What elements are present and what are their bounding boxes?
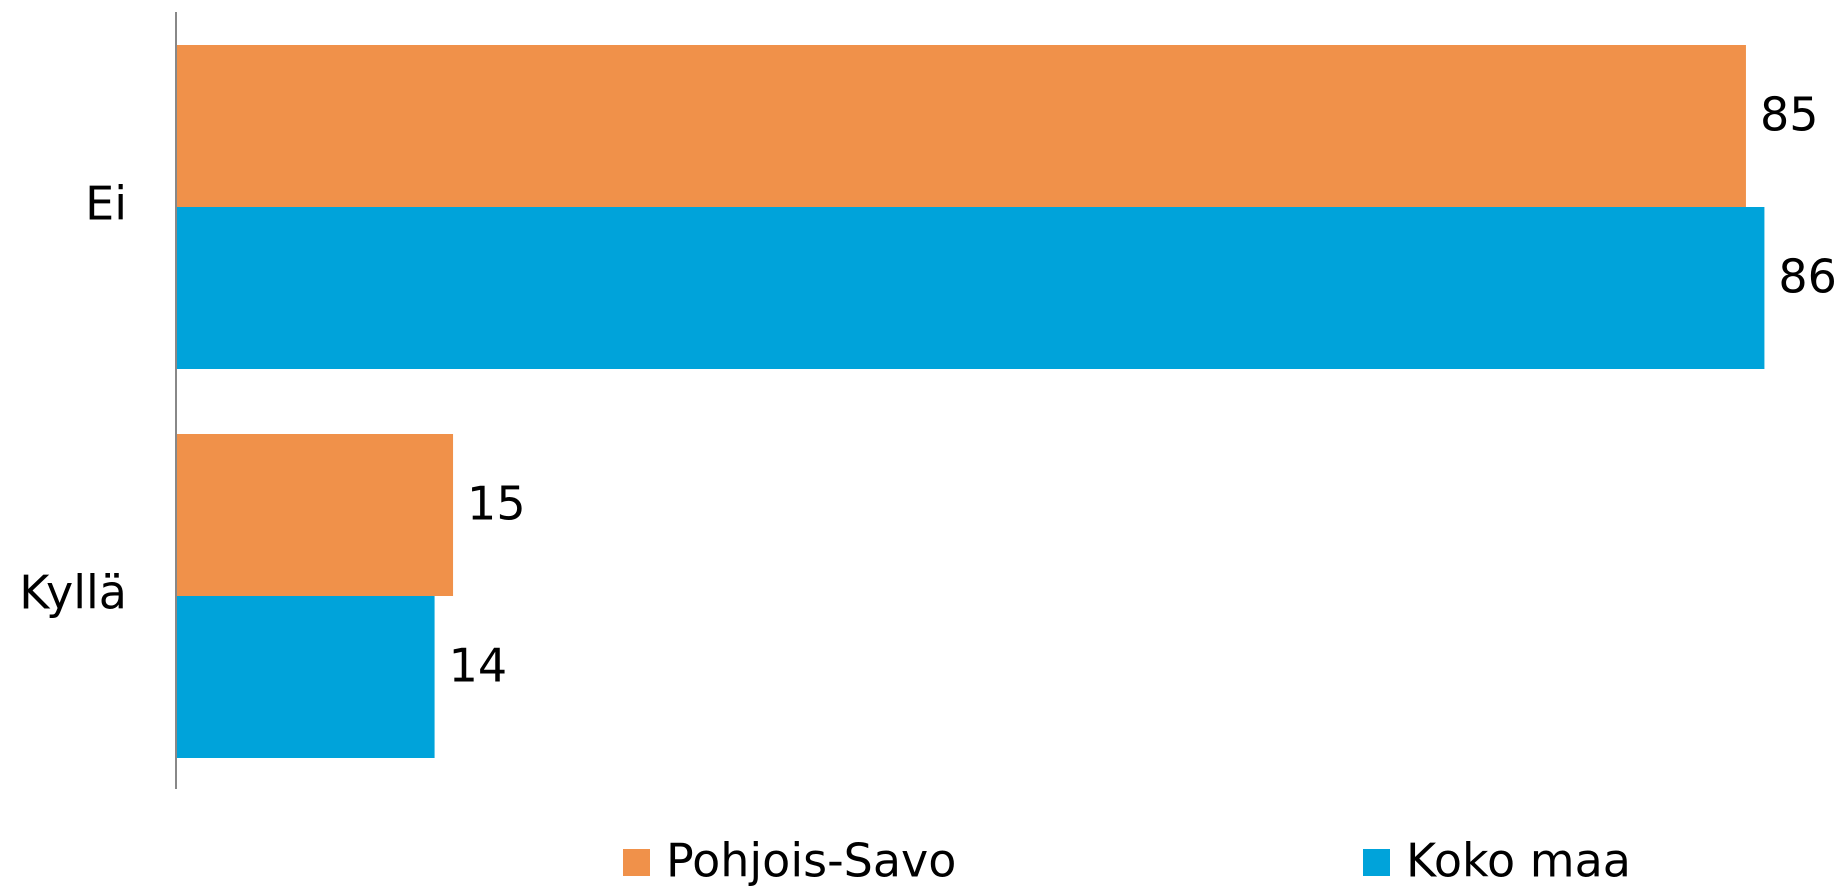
legend-swatch [1363,849,1390,876]
value-label: 14 [449,639,508,693]
value-label: 86 [1778,250,1837,304]
bar [176,434,454,596]
value-label: 85 [1760,88,1819,142]
legend-label: Koko maa [1406,834,1631,888]
category-label: Kyllä [19,566,127,620]
bar [176,596,435,758]
bar [176,207,1765,369]
category-label: Ei [85,177,127,231]
legend-swatch [623,849,650,876]
legend-label: Pohjois-Savo [666,834,956,888]
bar [176,45,1746,207]
value-label: 15 [467,477,526,531]
